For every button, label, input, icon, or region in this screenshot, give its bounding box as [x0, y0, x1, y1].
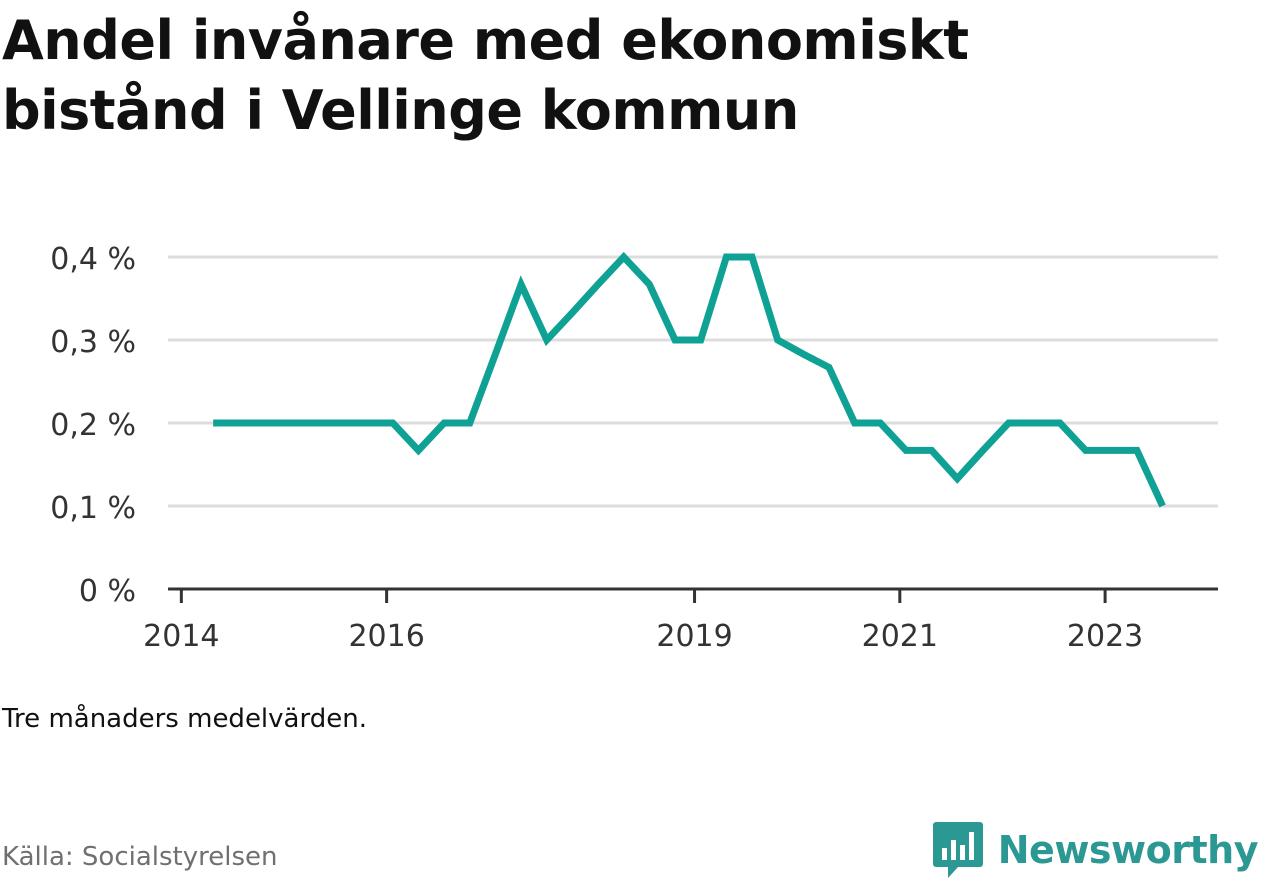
- y-tick-label: 0 %: [79, 574, 136, 609]
- y-tick-label: 0,2 %: [50, 408, 136, 443]
- chart-note: Tre månaders medelvärden.: [2, 704, 367, 734]
- newsworthy-logo[interactable]: Newsworthy: [932, 820, 1259, 880]
- line-chart: 0 % 0,1 % 0,2 % 0,3 % 0,4 % 2014 2016 2019 2021…: [50, 242, 1218, 654]
- y-tick-label: 0,1 %: [50, 491, 136, 526]
- x-tick-label: 2021: [862, 619, 938, 654]
- series-line: [213, 251, 1166, 508]
- y-tick-label: 0,4 %: [50, 242, 136, 277]
- grid-lines: [168, 255, 1218, 508]
- brand-name: Newsworthy: [997, 828, 1259, 872]
- x-tick-label: 2016: [348, 619, 424, 654]
- newsworthy-bars-icon: [932, 822, 983, 878]
- x-axis: [168, 587, 1218, 603]
- x-tick-label: 2014: [143, 619, 219, 654]
- series-group: [213, 251, 1166, 508]
- x-tick-label: 2023: [1067, 619, 1143, 654]
- chart-title: Andel invånare med ekonomiskt bistånd i …: [2, 9, 969, 142]
- y-tick-label: 0,3 %: [50, 325, 136, 360]
- x-axis-tick-labels: 2014 2016 2019 2021 2023: [143, 619, 1143, 654]
- y-axis-tick-labels: 0 % 0,1 % 0,2 % 0,3 % 0,4 %: [50, 242, 136, 609]
- source-label: Källa: Socialstyrelsen: [2, 842, 278, 872]
- x-tick-label: 2019: [656, 619, 732, 654]
